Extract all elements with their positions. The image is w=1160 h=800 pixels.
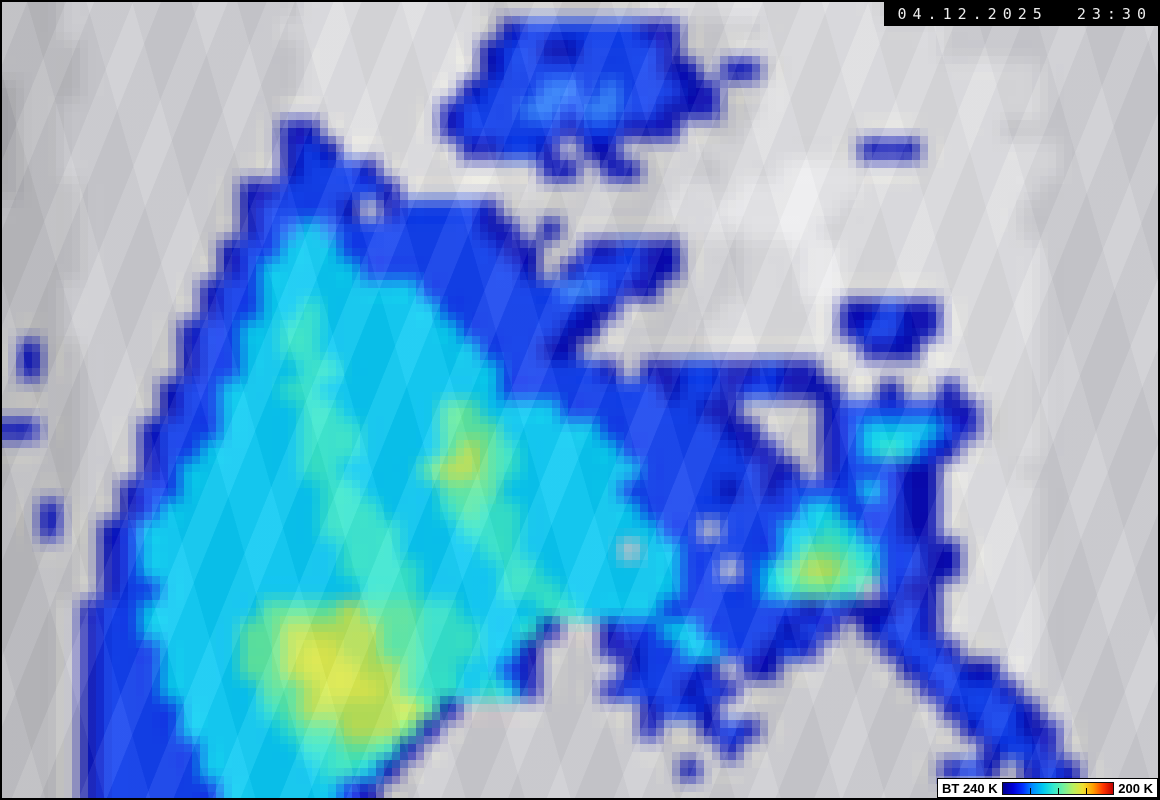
colorbar-gradient bbox=[1001, 781, 1115, 795]
brightness-temperature-colorbar: BT 240 K 200 K bbox=[937, 778, 1158, 798]
colorbar-left-label: BT 240 K bbox=[942, 780, 998, 796]
timestamp-text: 04.12.2025 23:30 bbox=[897, 5, 1152, 23]
timestamp-overlay: 04.12.2025 23:30 bbox=[883, 2, 1158, 26]
colorbar-tick bbox=[1030, 787, 1032, 794]
colorbar-tick bbox=[1085, 787, 1087, 794]
colorbar-tick bbox=[1057, 787, 1059, 794]
colorbar-right-label: 200 K bbox=[1118, 780, 1153, 796]
